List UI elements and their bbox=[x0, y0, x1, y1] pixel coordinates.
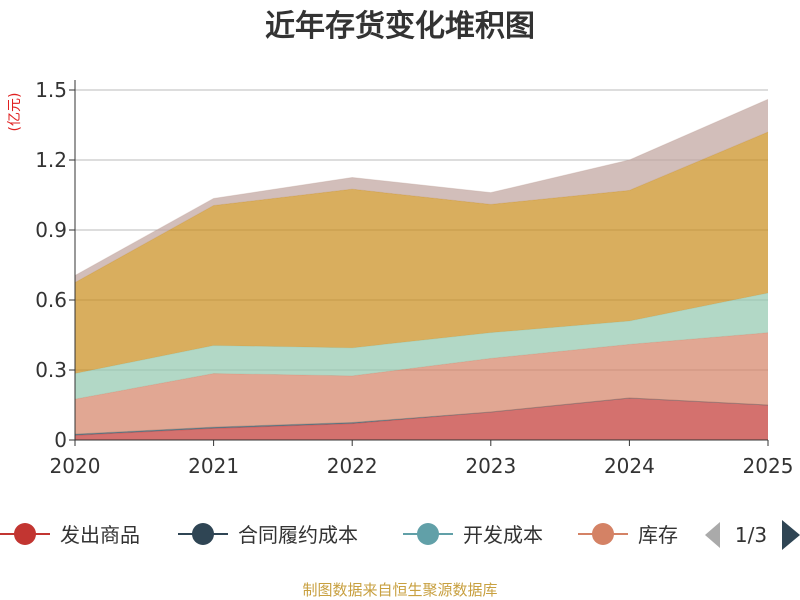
x-tick-label: 2024 bbox=[604, 454, 655, 478]
axes bbox=[69, 80, 769, 446]
legend-item[interactable]: 开发成本 bbox=[403, 523, 543, 547]
y-tick-label: 0.3 bbox=[35, 358, 67, 382]
area-7 bbox=[75, 99, 768, 283]
y-tick-label: 0.6 bbox=[35, 288, 67, 312]
y-tick-label: 1.5 bbox=[35, 78, 67, 102]
area-6 bbox=[75, 132, 768, 374]
legend-label: 开发成本 bbox=[463, 523, 543, 547]
legend-next-arrow-icon[interactable] bbox=[782, 520, 800, 550]
legend-label: 发出商品 bbox=[60, 523, 140, 547]
x-tick-labels: 2020 2021 2022 2023 2024 2025 bbox=[50, 454, 794, 478]
x-tick-label: 2020 bbox=[50, 454, 101, 478]
legend-circle-marker bbox=[192, 523, 214, 545]
legend-pager: 1/3 bbox=[705, 520, 800, 550]
y-tick-label: 0.9 bbox=[35, 218, 67, 242]
x-tick-label: 2025 bbox=[743, 454, 794, 478]
area-line-7 bbox=[74, 98, 769, 276]
legend-circle-marker bbox=[417, 523, 439, 545]
legend-item[interactable]: 合同履约成本 bbox=[178, 523, 358, 547]
x-tick-label: 2022 bbox=[327, 454, 378, 478]
unit-label: (亿元) bbox=[7, 93, 23, 132]
legend-circle-marker bbox=[592, 523, 614, 545]
legend-label: 合同履约成本 bbox=[238, 523, 358, 547]
area-1 bbox=[75, 398, 768, 440]
data-source-note: 制图数据来自恒生聚源数据库 bbox=[302, 581, 497, 599]
x-tick-label: 2023 bbox=[465, 454, 516, 478]
y-tick-labels: 0 0.3 0.6 0.9 1.2 1.5 bbox=[35, 78, 67, 452]
area-2 bbox=[75, 398, 768, 436]
legend-page-indicator: 1/3 bbox=[735, 523, 767, 547]
legend-label: 库存 bbox=[638, 523, 678, 547]
y-tick-label: 1.2 bbox=[35, 148, 67, 172]
legend-prev-arrow-icon[interactable] bbox=[705, 522, 720, 548]
area-5 bbox=[75, 293, 768, 400]
y-tick-label: 0 bbox=[54, 428, 67, 452]
legend: 发出商品 合同履约成本 开发成本 库存 bbox=[0, 523, 678, 547]
legend-item[interactable]: 发出商品 bbox=[0, 523, 140, 547]
area-4 bbox=[75, 332, 768, 435]
chart-title: 近年存货变化堆积图 bbox=[265, 9, 535, 44]
legend-item[interactable]: 库存 bbox=[578, 523, 678, 547]
x-tick-label: 2021 bbox=[188, 454, 239, 478]
legend-circle-marker bbox=[14, 523, 36, 545]
area-series bbox=[74, 98, 769, 440]
